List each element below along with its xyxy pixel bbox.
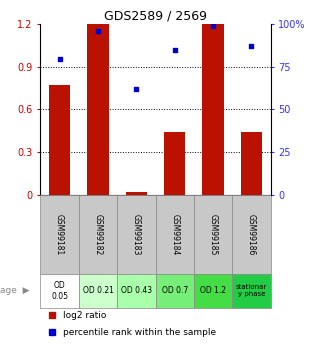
Point xyxy=(95,28,100,34)
Text: age  ▶: age ▶ xyxy=(0,286,29,295)
Text: OD 0.43: OD 0.43 xyxy=(121,286,152,295)
Bar xyxy=(232,195,271,274)
Text: GSM99186: GSM99186 xyxy=(247,214,256,255)
Bar xyxy=(232,274,271,308)
Text: GSM99182: GSM99182 xyxy=(94,214,102,255)
Bar xyxy=(49,85,70,195)
Bar xyxy=(164,132,185,195)
Point xyxy=(211,23,216,29)
Bar xyxy=(156,274,194,308)
Bar xyxy=(202,23,224,195)
Text: GSM99184: GSM99184 xyxy=(170,214,179,255)
Point xyxy=(134,86,139,92)
Bar xyxy=(117,195,156,274)
Point xyxy=(249,43,254,49)
Bar xyxy=(194,274,232,308)
Text: GSM99181: GSM99181 xyxy=(55,214,64,255)
Bar xyxy=(241,132,262,195)
Bar xyxy=(79,195,117,274)
Point xyxy=(57,56,62,62)
Text: OD 0.21: OD 0.21 xyxy=(82,286,114,295)
Text: stationar
y phase: stationar y phase xyxy=(236,284,267,297)
Text: percentile rank within the sample: percentile rank within the sample xyxy=(63,327,216,336)
Bar xyxy=(156,195,194,274)
Bar xyxy=(117,274,156,308)
Text: OD
0.05: OD 0.05 xyxy=(51,281,68,300)
Point xyxy=(172,47,177,52)
Text: OD 1.2: OD 1.2 xyxy=(200,286,226,295)
Bar xyxy=(126,192,147,195)
Text: GSM99185: GSM99185 xyxy=(209,214,217,255)
Text: log2 ratio: log2 ratio xyxy=(63,311,107,320)
Bar xyxy=(79,274,117,308)
Title: GDS2589 / 2569: GDS2589 / 2569 xyxy=(104,10,207,23)
Bar xyxy=(194,195,232,274)
Text: GSM99183: GSM99183 xyxy=(132,214,141,255)
Bar xyxy=(87,23,109,195)
Bar xyxy=(40,195,79,274)
Text: OD 0.7: OD 0.7 xyxy=(161,286,188,295)
Bar xyxy=(40,274,79,308)
